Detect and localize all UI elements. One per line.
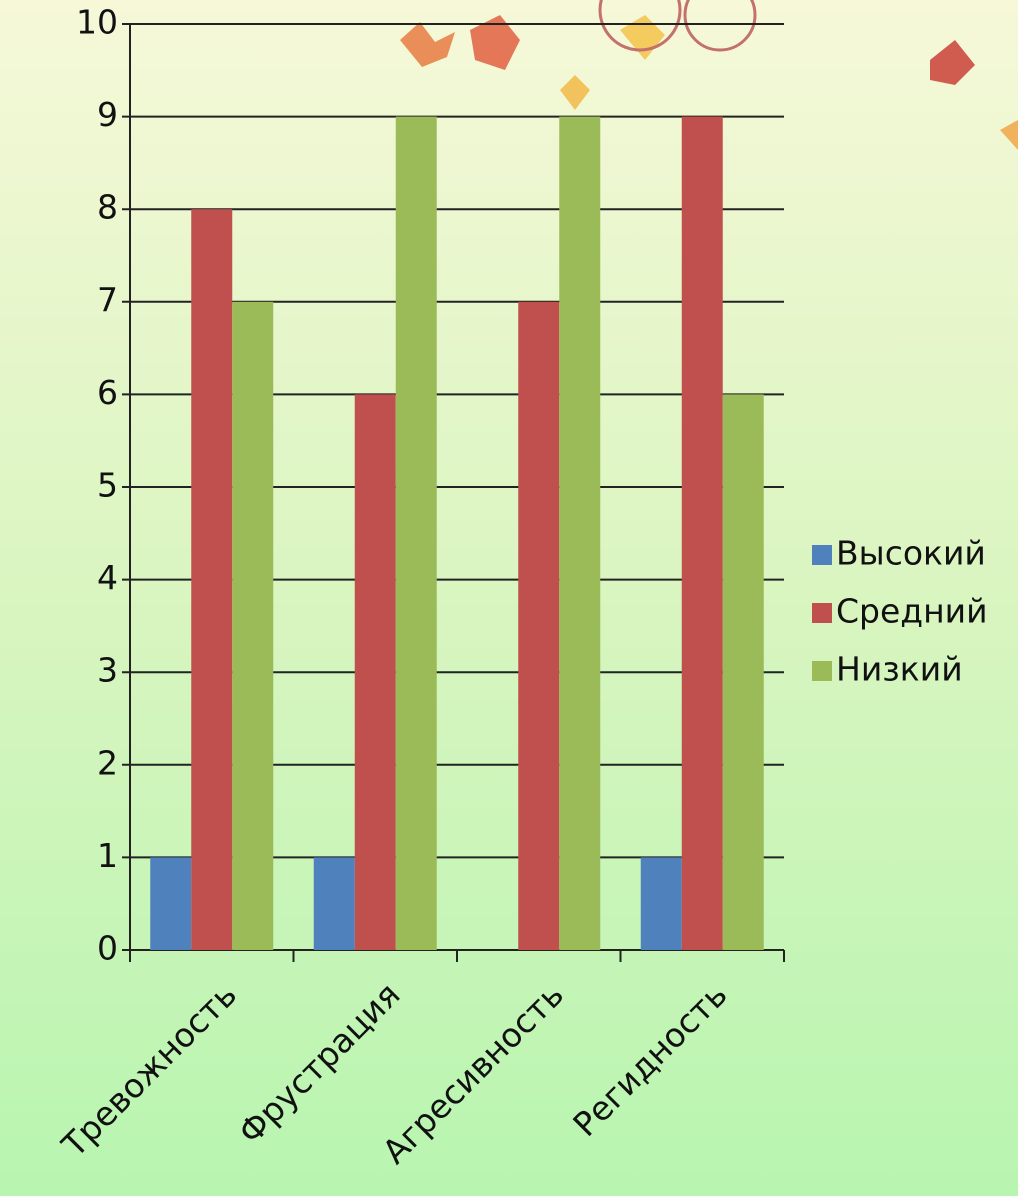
y-tick-label: 2 — [97, 743, 118, 782]
y-tick-label: 10 — [76, 3, 118, 42]
bar — [640, 857, 682, 950]
bar — [354, 394, 396, 950]
bar — [559, 116, 601, 951]
bar — [191, 209, 233, 950]
bar — [232, 301, 274, 950]
decoration — [400, 0, 1018, 150]
y-tick-label: 1 — [97, 836, 118, 875]
legend-label: Высокий — [836, 534, 986, 573]
legend-swatch — [812, 661, 832, 681]
y-tick-label: 9 — [97, 95, 118, 134]
bar — [518, 301, 560, 950]
y-tick-label: 5 — [97, 466, 118, 505]
legend-label: Средний — [836, 592, 988, 631]
y-tick-label: 7 — [97, 280, 118, 319]
y-tick-label: 0 — [97, 929, 118, 968]
legend-swatch — [812, 603, 832, 623]
y-tick-label: 8 — [97, 188, 118, 227]
y-tick-label: 4 — [97, 558, 118, 597]
bar — [722, 394, 764, 950]
bar — [395, 116, 437, 951]
legend-label: Низкий — [836, 650, 963, 689]
bar — [313, 857, 355, 950]
y-tick-label: 6 — [97, 373, 118, 412]
bar — [681, 116, 723, 951]
legend-swatch — [812, 545, 832, 565]
bar — [150, 857, 192, 950]
y-tick-label: 3 — [97, 651, 118, 690]
